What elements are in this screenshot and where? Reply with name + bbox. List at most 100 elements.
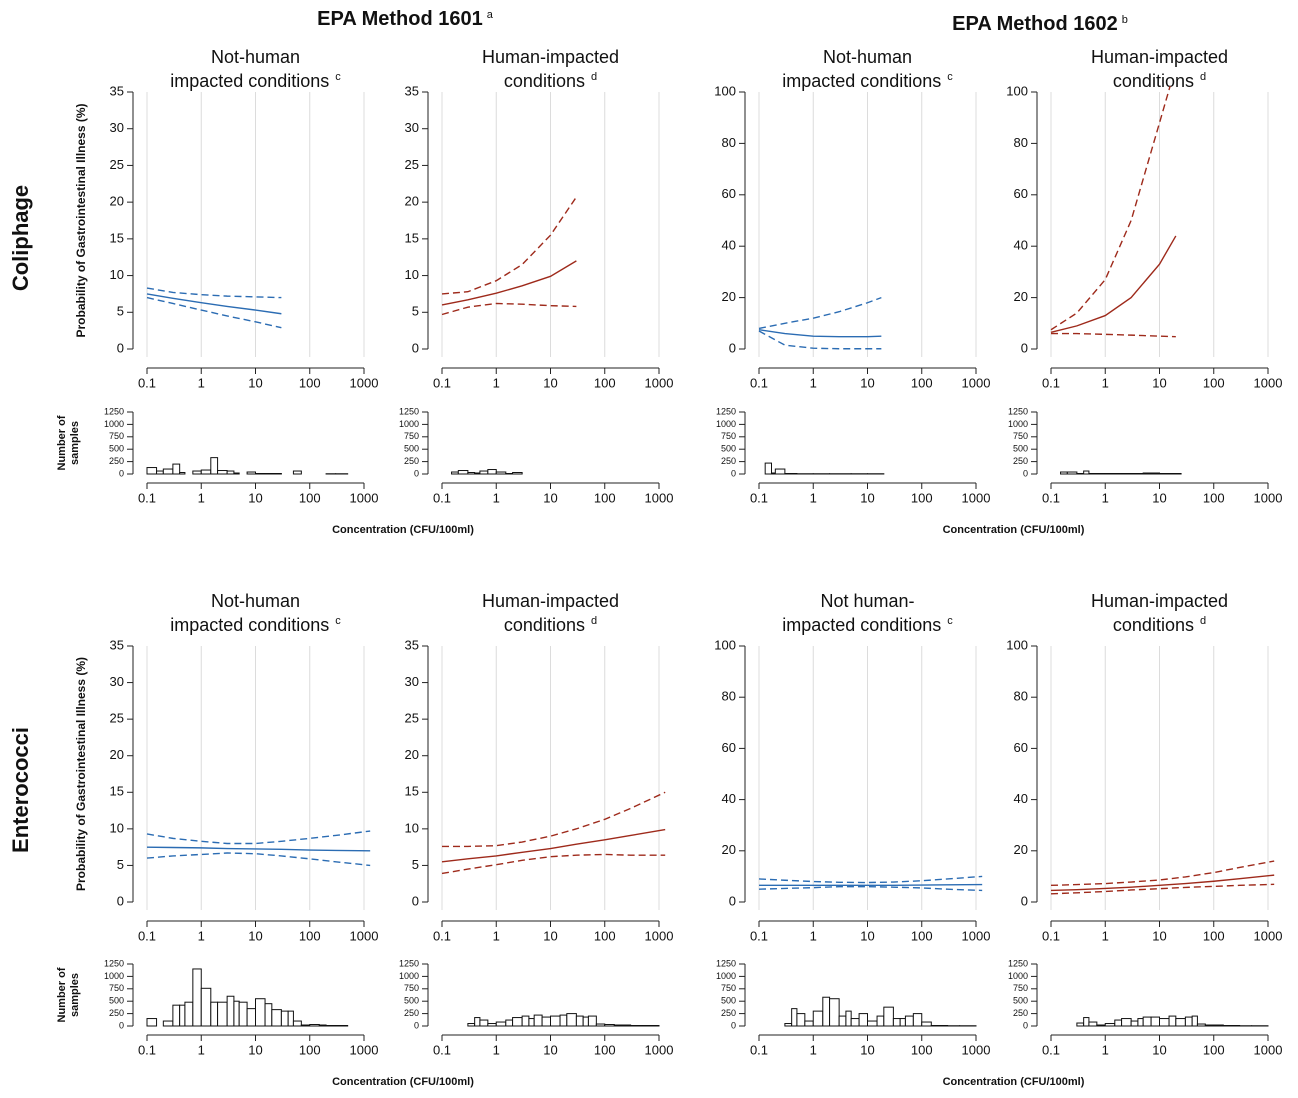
x-tick-label: 1 — [493, 928, 500, 943]
histogram-bar — [1076, 1022, 1085, 1027]
method-title-text: EPA Method 1601 — [317, 8, 483, 30]
y-tick-label: 1000 — [1008, 971, 1028, 981]
x-tick-label: 0.1 — [750, 928, 768, 943]
x-tick-label: 0.1 — [433, 1042, 451, 1057]
histogram-bar — [226, 995, 235, 1027]
series-line — [758, 296, 882, 330]
y-tick-label: 5 — [412, 857, 419, 872]
histogram-bar — [451, 471, 459, 475]
histogram-bar — [620, 1024, 632, 1027]
y-tick-label: 750 — [1013, 431, 1028, 441]
y-tick-label: 0 — [414, 468, 419, 478]
panel-title: Not-human — [823, 47, 912, 67]
y-tick-label: 15 — [405, 230, 419, 245]
y-tick-label: 1000 — [716, 419, 736, 429]
y-tick-label: 5 — [412, 304, 419, 319]
x-tick-label: 1000 — [962, 1042, 991, 1057]
x-tick-label: 100 — [594, 375, 616, 390]
histogram-bar — [1114, 1019, 1123, 1027]
histogram-bar — [845, 1010, 852, 1027]
method-title-note: b — [1122, 14, 1128, 26]
panel-title: conditions d — [1113, 71, 1206, 91]
x-tick-label: 0.1 — [433, 375, 451, 390]
y-tick-label: 20 — [722, 289, 736, 304]
y-axis-label: samples — [69, 973, 81, 1017]
histogram-bar — [1213, 1024, 1224, 1027]
panel-title-line: Human-impacted — [482, 47, 619, 67]
histogram-bar — [858, 1013, 868, 1027]
y-tick-label: 100 — [1006, 83, 1028, 98]
y-tick-label: 80 — [722, 135, 736, 150]
series-line — [1050, 235, 1177, 333]
histogram-bar — [1096, 1024, 1106, 1027]
histogram-bar — [146, 467, 158, 475]
x-axis-label: Concentration (CFU/100ml) — [943, 1076, 1085, 1088]
histogram-bar — [246, 471, 257, 475]
y-tick-label: 20 — [722, 842, 736, 857]
histogram-bar — [1175, 1018, 1186, 1027]
method-title-text: EPA Method 1602 — [952, 13, 1118, 35]
panel-title: Not human- — [820, 591, 914, 611]
histogram-bar — [233, 1000, 240, 1027]
histogram-bar — [1060, 471, 1068, 475]
panel-title-note: c — [947, 71, 953, 83]
histogram-bar — [467, 472, 476, 475]
panel-title: impacted conditions c — [170, 71, 341, 91]
panel-title-line: impacted conditions — [782, 615, 941, 635]
histogram-bar — [487, 469, 497, 475]
histogram-bar — [587, 1015, 597, 1027]
series-line — [441, 853, 666, 875]
histogram-bar — [528, 1018, 535, 1027]
y-tick-label: 40 — [722, 238, 736, 253]
x-tick-label: 10 — [860, 490, 874, 505]
x-tick-label: 10 — [248, 490, 262, 505]
histogram-bar — [1137, 1018, 1144, 1027]
panel-title-line: impacted conditions — [170, 615, 329, 635]
histogram-bar — [804, 1020, 814, 1027]
panel-title-line: Human-impacted — [1091, 591, 1228, 611]
x-tick-label: 10 — [248, 1042, 262, 1057]
y-tick-label: 80 — [1014, 135, 1028, 150]
histogram-bar — [162, 468, 174, 475]
y-tick-label: 1250 — [104, 406, 124, 416]
y-tick-label: 60 — [1014, 740, 1028, 755]
histogram-bar — [512, 472, 523, 475]
x-tick-label: 1000 — [1254, 1042, 1283, 1057]
panel-title-line: impacted conditions — [170, 71, 329, 91]
panel-title: conditions d — [504, 71, 597, 91]
y-tick-label: 10 — [405, 267, 419, 282]
panel-title-line: conditions — [504, 71, 585, 91]
histogram-bar — [912, 1013, 923, 1027]
y-tick-label: 5 — [117, 304, 124, 319]
histogram-bar — [512, 1017, 523, 1027]
histogram-bar — [505, 1019, 514, 1027]
histogram-bar — [292, 470, 302, 475]
y-tick-label: 10 — [110, 267, 124, 282]
histogram-bar — [829, 998, 840, 1027]
histogram-bar — [533, 1014, 543, 1027]
panel-title: Human-impacted — [482, 591, 619, 611]
x-tick-label: 0.1 — [433, 490, 451, 505]
x-axis-label: Concentration (CFU/100ml) — [943, 524, 1085, 536]
histogram-bar — [812, 1010, 824, 1027]
y-tick-label: 750 — [721, 431, 736, 441]
series-line — [1051, 332, 1176, 338]
histogram-bar — [899, 1018, 906, 1027]
y-tick-label: 20 — [110, 747, 124, 762]
series-line — [1050, 860, 1275, 887]
y-tick-label: 750 — [1013, 983, 1028, 993]
panel-title-note: d — [591, 71, 597, 83]
x-tick-label: 100 — [299, 375, 321, 390]
histogram-bar — [495, 1021, 507, 1027]
method-title: EPA Method 1602 b — [952, 13, 1128, 35]
y-tick-label: 80 — [722, 689, 736, 704]
histogram-bar — [1191, 1015, 1198, 1027]
panel-title-line: Human-impacted — [1091, 47, 1228, 67]
y-tick-label: 1000 — [1008, 419, 1028, 429]
histogram-bar — [210, 1001, 219, 1027]
x-tick-label: 1 — [1102, 490, 1109, 505]
y-tick-label: 10 — [405, 820, 419, 835]
histogram-bar — [1088, 1021, 1098, 1027]
y-tick-label: 0 — [729, 340, 736, 355]
